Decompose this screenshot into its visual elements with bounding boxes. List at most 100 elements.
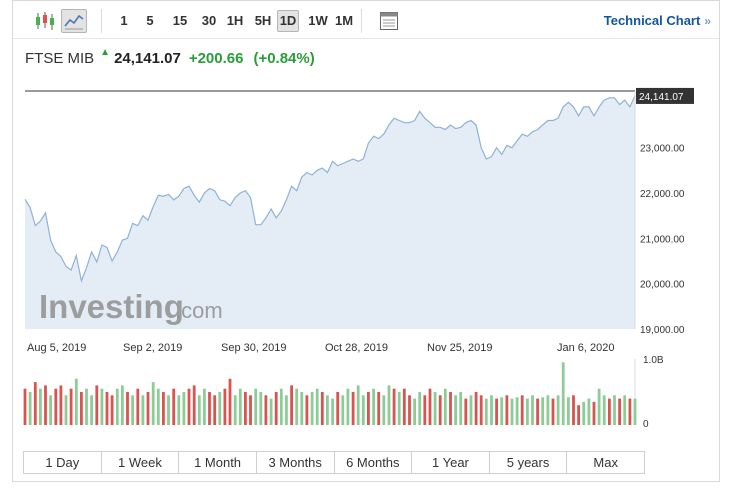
range-button-5-years[interactable]: 5 years [490, 452, 568, 473]
range-button-6-months[interactable]: 6 Months [335, 452, 413, 473]
volume-bar [423, 395, 427, 425]
price-tick-label: 21,000.00 [640, 234, 685, 245]
date-axis: Aug 5, 2019 Sep 2, 2019 Sep 30, 2019 Oct 28… [27, 342, 615, 354]
volume-bar [136, 388, 140, 425]
volume-bar [208, 392, 211, 425]
volume-bar [500, 397, 504, 425]
volume-bar [505, 395, 509, 425]
price-change-percent: (+0.84%) [253, 49, 315, 67]
volume-zero-label: 0 [643, 419, 649, 430]
volume-bar [572, 395, 575, 425]
volume-bar [526, 398, 529, 425]
volume-bar [413, 398, 416, 425]
volume-bar [341, 395, 345, 425]
price-area-fill [25, 95, 635, 330]
window-layout-icon[interactable] [377, 9, 401, 33]
interval-button-1[interactable]: 1 [120, 13, 128, 28]
volume-bar [244, 392, 247, 425]
volume-bar [49, 395, 52, 425]
price-axis: 19,000.00 20,000.00 21,000.00 22,000.00 23,0… [640, 144, 685, 336]
watermark-brand: Investing [39, 288, 184, 325]
price-tick-label: 22,000.00 [640, 189, 685, 200]
volume-bar [623, 395, 627, 425]
volume-bar [151, 382, 155, 425]
volume-bar [100, 388, 104, 425]
volume-bar [310, 392, 314, 425]
interval-button-1m[interactable]: 1M [334, 13, 354, 28]
range-button-1-year[interactable]: 1 Year [412, 452, 490, 473]
volume-bar [33, 382, 37, 425]
volume-bar [141, 395, 145, 425]
interval-button-1w[interactable]: 1W [308, 13, 328, 28]
price-change: +200.66 [188, 49, 244, 67]
volume-bar [95, 385, 99, 425]
volume-bar [126, 392, 129, 425]
watermark-suffix: .com [175, 298, 223, 323]
volume-bar [382, 395, 386, 425]
range-button-max[interactable]: Max [593, 455, 618, 470]
interval-button-5[interactable]: 5 [146, 13, 154, 28]
volume-bar [223, 388, 227, 425]
volume-bar [372, 388, 375, 425]
interval-button-1d[interactable]: 1D [277, 10, 299, 32]
volume-bar [520, 395, 524, 425]
volume-bar [633, 398, 637, 425]
volume-bar [285, 395, 288, 425]
volume-bar [479, 395, 483, 425]
volume-bar [418, 392, 422, 425]
volume-bar [484, 398, 488, 425]
price-line [24, 95, 636, 284]
range-button-1-week[interactable]: 1 Week [102, 452, 180, 473]
volume-pane [23, 359, 637, 425]
volume-bar [167, 395, 170, 425]
interval-button-1h[interactable]: 1H [226, 13, 244, 28]
last-price: 24,141.07 [114, 49, 181, 67]
volume-bar [392, 388, 396, 425]
volume-bar [105, 392, 109, 425]
line-chart-icon[interactable] [61, 9, 87, 33]
volume-bar [449, 392, 452, 425]
range-button-1-month[interactable]: 1 Month [179, 452, 257, 473]
volume-bar [387, 385, 391, 425]
volume-bar [443, 388, 447, 425]
volume-bar [618, 398, 621, 425]
quote-header: FTSE MIB ▲ 24,141.07 +200.66 (+0.84%) [25, 47, 315, 73]
last-price-tag: 24,141.07 [636, 87, 694, 104]
volume-bar [474, 392, 478, 425]
range-button-3-months[interactable]: 3 Months [257, 452, 335, 473]
volume-bar [249, 395, 252, 425]
volume-bar [608, 398, 611, 425]
price-chart[interactable]: Investing .com 19,000.00 20,000.00 21,000.… [13, 83, 719, 443]
volume-bar [531, 395, 534, 425]
volume-bar [44, 385, 47, 425]
volume-bar [300, 392, 304, 425]
volume-bar [592, 401, 596, 425]
candlestick-icon[interactable] [33, 9, 57, 33]
toolbar-separator [101, 9, 102, 33]
volume-bar [464, 398, 468, 425]
instrument-name: FTSE MIB [25, 49, 95, 67]
volume-bar [320, 392, 324, 425]
interval-button-15[interactable]: 15 [172, 13, 188, 28]
volume-bar [397, 392, 401, 425]
volume-bar [74, 378, 78, 425]
volume-axis: 1.0B 0 [643, 355, 664, 430]
volume-bar [377, 392, 381, 425]
time-range-selector: 1 Day 1 Week 1 Month 3 Months 6 Months 1 Year… [23, 451, 645, 474]
volume-bar [587, 398, 591, 425]
volume-bar [203, 388, 206, 425]
volume-bar [162, 392, 165, 425]
double-chevron-right-icon: » [704, 14, 711, 28]
volume-bar [561, 362, 565, 425]
interval-button-5h[interactable]: 5H [254, 13, 272, 28]
volume-bar [187, 388, 191, 425]
technical-chart-link[interactable]: Technical Chart» [604, 13, 711, 28]
interval-button-30[interactable]: 30 [201, 13, 217, 28]
volume-bar [331, 398, 334, 425]
volume-bar [264, 395, 268, 425]
volume-bar [90, 395, 93, 425]
range-button-1-day[interactable]: 1 Day [24, 452, 102, 473]
price-tick-label: 20,000.00 [640, 280, 685, 291]
volume-bar [428, 388, 432, 425]
volume-bar [59, 385, 63, 425]
